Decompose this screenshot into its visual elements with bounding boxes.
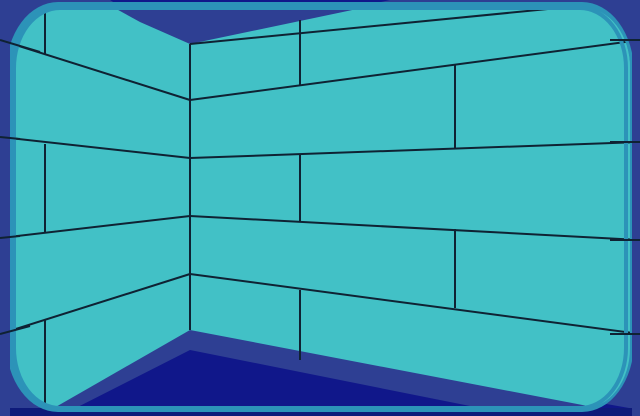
frame-left-edge: [0, 39, 41, 53]
frame-left-edge-2: [0, 136, 21, 140]
frame-left-edge-3: [0, 235, 21, 239]
right-wall-mortar: [189, 8, 630, 360]
left-wall: [14, 40, 190, 340]
floor-inner-dark: [60, 350, 520, 408]
frame-right: [632, 0, 640, 416]
frame-left: [0, 0, 10, 416]
ceiling-inner: [100, 8, 400, 44]
frame-left-edge-4: [0, 325, 31, 335]
vignette-edge: [12, 6, 628, 410]
right-wall: [190, 8, 630, 340]
